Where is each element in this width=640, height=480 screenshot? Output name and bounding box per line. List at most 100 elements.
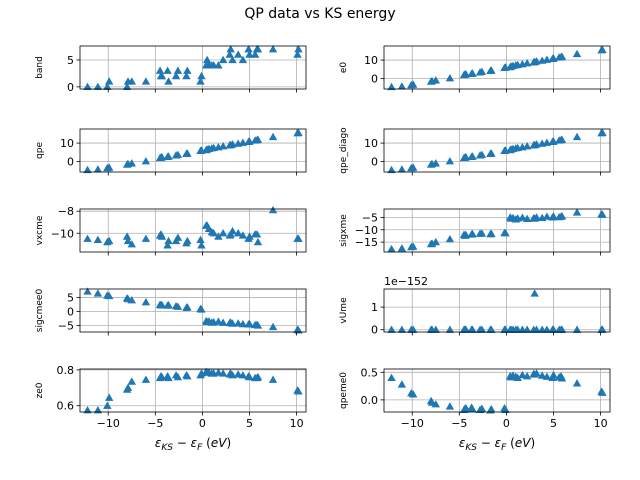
data-point (431, 76, 440, 84)
x-tick-label: 0 (503, 417, 510, 430)
data-point (93, 289, 103, 297)
y-tick-label: 0 (67, 305, 74, 318)
y-axis-label: vxcme (35, 215, 45, 245)
x-tick-label: 10 (290, 417, 304, 430)
data-point (127, 159, 136, 167)
data-point (477, 67, 487, 75)
data-point (408, 390, 418, 398)
data-point (461, 403, 471, 412)
subplot-ze0: −10 −5 0 5 10 0.6 0.8 ze0 εKS − εF (eV) (35, 364, 307, 453)
data-point (461, 69, 471, 78)
data-point (542, 212, 552, 220)
data-point (83, 234, 92, 242)
y-axis-label: vUme (339, 297, 349, 324)
data-point (157, 232, 167, 240)
subplot-qpe: 0 10 qpe (35, 128, 307, 176)
data-point (173, 150, 183, 158)
data-point (397, 165, 407, 173)
data-point (445, 325, 455, 333)
data-point (123, 383, 133, 391)
data-point (173, 233, 183, 241)
data-point (461, 152, 471, 161)
data-point (522, 371, 532, 380)
y-tick-label: 0.0 (361, 394, 379, 407)
data-point (83, 406, 92, 414)
data-point (93, 235, 103, 244)
data-point (225, 50, 234, 58)
data-point (155, 66, 165, 74)
y-tick-label: 5 (67, 54, 74, 67)
data-point (196, 235, 205, 244)
data-point (197, 241, 206, 249)
y-tick-label: 0 (371, 73, 378, 86)
x-tick-label: 0 (199, 417, 206, 430)
data-point (445, 157, 455, 165)
data-point (461, 230, 471, 239)
data-point (253, 237, 263, 246)
data-point (530, 289, 539, 297)
y-tick-label: −5 (58, 320, 74, 333)
data-point (408, 80, 418, 88)
data-point (103, 401, 112, 409)
data-point (209, 229, 218, 237)
data-point (598, 210, 607, 218)
axes-frame (79, 45, 307, 90)
data-point (234, 50, 243, 58)
data-point (513, 373, 522, 381)
data-point (93, 165, 103, 173)
data-point (141, 375, 151, 383)
data-point (157, 71, 167, 80)
data-point (572, 132, 582, 141)
data-point (122, 82, 132, 90)
y-tick-label: 0 (371, 324, 378, 337)
data-point (183, 149, 192, 157)
data-point (141, 157, 151, 165)
data-point (171, 71, 181, 80)
data-point (234, 229, 243, 237)
data-point (532, 369, 541, 377)
data-point (268, 375, 278, 383)
y-tick-label: −10 (355, 224, 378, 237)
data-point (127, 296, 136, 304)
data-point (522, 142, 532, 150)
x-axis-label: εKS − εF (eV) (459, 436, 535, 453)
data-point (461, 325, 471, 333)
data-point (122, 232, 132, 240)
y-tick-label: 10 (364, 54, 378, 67)
data-point (83, 165, 92, 174)
data-point (468, 229, 477, 238)
data-point (218, 318, 228, 326)
y-tick-label: −8 (58, 205, 74, 218)
x-tick-label: −10 (401, 417, 424, 430)
data-point (268, 205, 278, 214)
y-tick-label: 10 (60, 137, 74, 150)
data-point (408, 163, 418, 171)
axes-frame (383, 208, 611, 253)
y-tick-label: −10 (51, 227, 74, 240)
y-axis-label: sigxme (339, 214, 349, 247)
data-point (183, 236, 192, 245)
data-point (214, 61, 223, 69)
y-tick-label: −15 (355, 236, 378, 249)
data-point (253, 135, 263, 143)
data-point (214, 232, 223, 240)
data-point (141, 298, 151, 306)
data-point (164, 300, 173, 309)
data-point (598, 45, 607, 54)
data-point (268, 322, 278, 331)
data-point (173, 302, 183, 310)
data-point (549, 370, 558, 379)
data-point (522, 59, 532, 67)
y-offset-text: 1e−152 (384, 275, 428, 288)
x-tick-label: 5 (550, 417, 557, 430)
data-point (549, 212, 558, 220)
data-point (245, 50, 254, 58)
data-point (268, 45, 278, 53)
data-point (408, 325, 418, 333)
data-point (557, 325, 567, 333)
data-point (83, 82, 92, 90)
data-point (598, 388, 607, 396)
data-point (164, 373, 173, 382)
axes-frame (383, 288, 611, 333)
data-point (572, 208, 582, 216)
